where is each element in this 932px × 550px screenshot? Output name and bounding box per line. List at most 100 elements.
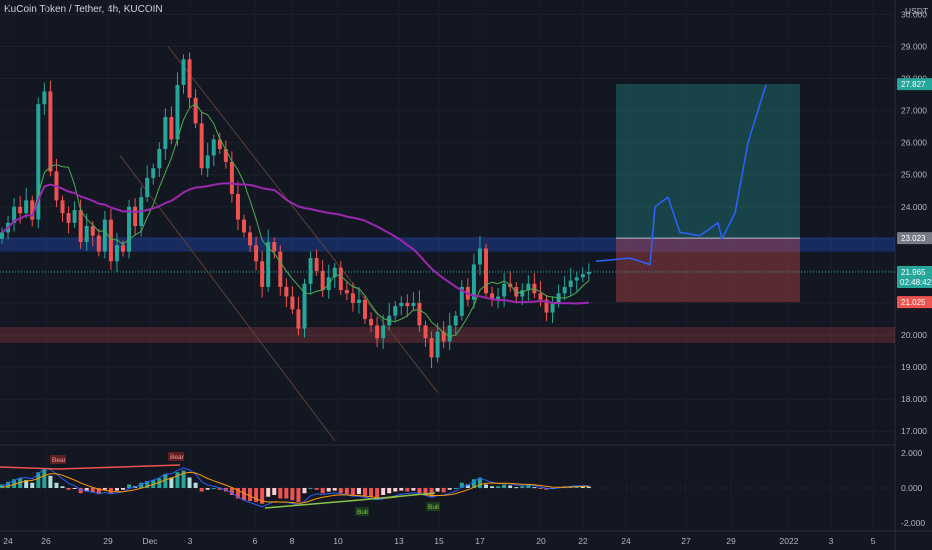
candle-body [356,299,361,303]
candle-body [145,177,150,198]
price-tick-label: 27.000 [901,106,927,116]
candle-body [496,296,501,300]
candle-body [520,290,525,297]
candle-body [417,302,422,326]
price-tick-label: 24.000 [901,202,927,212]
candle-body [502,283,507,297]
price-badge-label: 21.025 [901,298,926,307]
candle-body [260,261,265,287]
candle-body [375,325,380,339]
macd-histogram-bar [193,482,198,488]
candle-body [133,206,138,226]
candle-body [514,286,519,297]
price-tick-label: 30.000 [901,9,927,19]
macd-histogram-bar [429,488,434,497]
macd-histogram-bar [139,482,144,488]
macd-histogram-bar [96,488,101,495]
macd-histogram-bar [181,470,186,488]
candle-body [163,117,168,150]
ma-short-line [1,102,590,338]
time-tick-label: 6 [253,536,258,546]
macd-histogram-bar [302,488,307,494]
macd-histogram-bar [278,488,283,499]
macd-histogram-bar [369,488,374,497]
candle-body [151,168,156,178]
macd-histogram-bar [484,484,488,488]
macd-histogram-bar [447,488,452,490]
candle-body [574,277,579,281]
macd-histogram-bar [417,488,422,494]
candle-body [332,267,337,278]
chart-title: KuCoin Token / Tether, 4h, KUCOIN [4,4,163,15]
bear-divergence-line [0,466,59,470]
candle-body [429,338,434,358]
candle-body [369,318,374,326]
bull-divergence-line [264,499,361,509]
macd-histogram-bar [405,488,410,492]
candle-body [235,193,240,220]
macd-tick-label: 2.000 [901,448,923,458]
candle-body [544,299,549,313]
macd-histogram-bar [332,488,337,491]
candle-body [405,302,410,307]
macd-histogram-bar [520,486,525,488]
macd-histogram-bar [580,486,585,488]
price-badge [897,266,932,289]
candle-body [302,283,307,329]
price-tick-label: 19.000 [901,362,927,372]
time-tick-label: 29 [726,536,736,546]
macd-histogram-bar [411,488,416,491]
macd-histogram-bar [399,488,404,491]
price-badge [897,296,932,309]
macd-histogram-bar [320,488,325,494]
candle-body [411,302,416,307]
macd-histogram-bar [121,488,125,490]
macd-histogram-bar [423,488,428,495]
channel-lower-line [119,155,336,442]
macd-histogram-bar [24,480,29,488]
macd-histogram-bar [199,488,204,492]
macd-histogram-bar [211,488,216,489]
macd-histogram-bar [326,488,331,492]
time-tick-label: 26 [41,536,51,546]
candle-body [114,245,119,262]
bull-signal-badge [355,507,369,516]
candle-body [66,213,71,223]
macd-histogram-bar [108,488,113,494]
candle-body [314,258,319,271]
candle-body [193,97,198,124]
candle-body [441,331,446,342]
time-tick-label: 13 [394,536,404,546]
candle-body [320,270,325,291]
candle-body [96,235,101,252]
macd-histogram-bar [175,472,180,488]
time-tick-label: 5 [871,536,876,546]
candle-body [187,59,192,98]
time-tick-label: 27 [681,536,691,546]
candle-body [459,286,464,316]
price-badge [897,232,932,245]
macd-histogram-bar [284,488,289,499]
time-tick-label: 8 [290,536,295,546]
candle-body [223,149,228,162]
macd-histogram-bar [163,474,168,488]
bull-signal-badge [426,502,440,511]
candle-body [248,232,253,246]
loss-zone [616,238,800,303]
macd-histogram-bar [526,485,531,488]
macd-histogram-bar [272,488,277,495]
bear-divergence-line [57,464,181,470]
macd-histogram-bar [290,488,295,501]
macd-tick-label: -2.000 [901,518,925,528]
macd-histogram-bar [254,488,259,502]
candle-body [447,325,452,342]
macd-histogram-bar [477,477,482,488]
candle-body [562,286,567,294]
macd-histogram-bar [248,488,253,502]
candle-body [217,139,222,150]
macd-histogram-bar [514,487,519,489]
macd-histogram-bar [235,488,240,499]
candle-body [363,299,367,319]
candle-body [484,248,488,294]
